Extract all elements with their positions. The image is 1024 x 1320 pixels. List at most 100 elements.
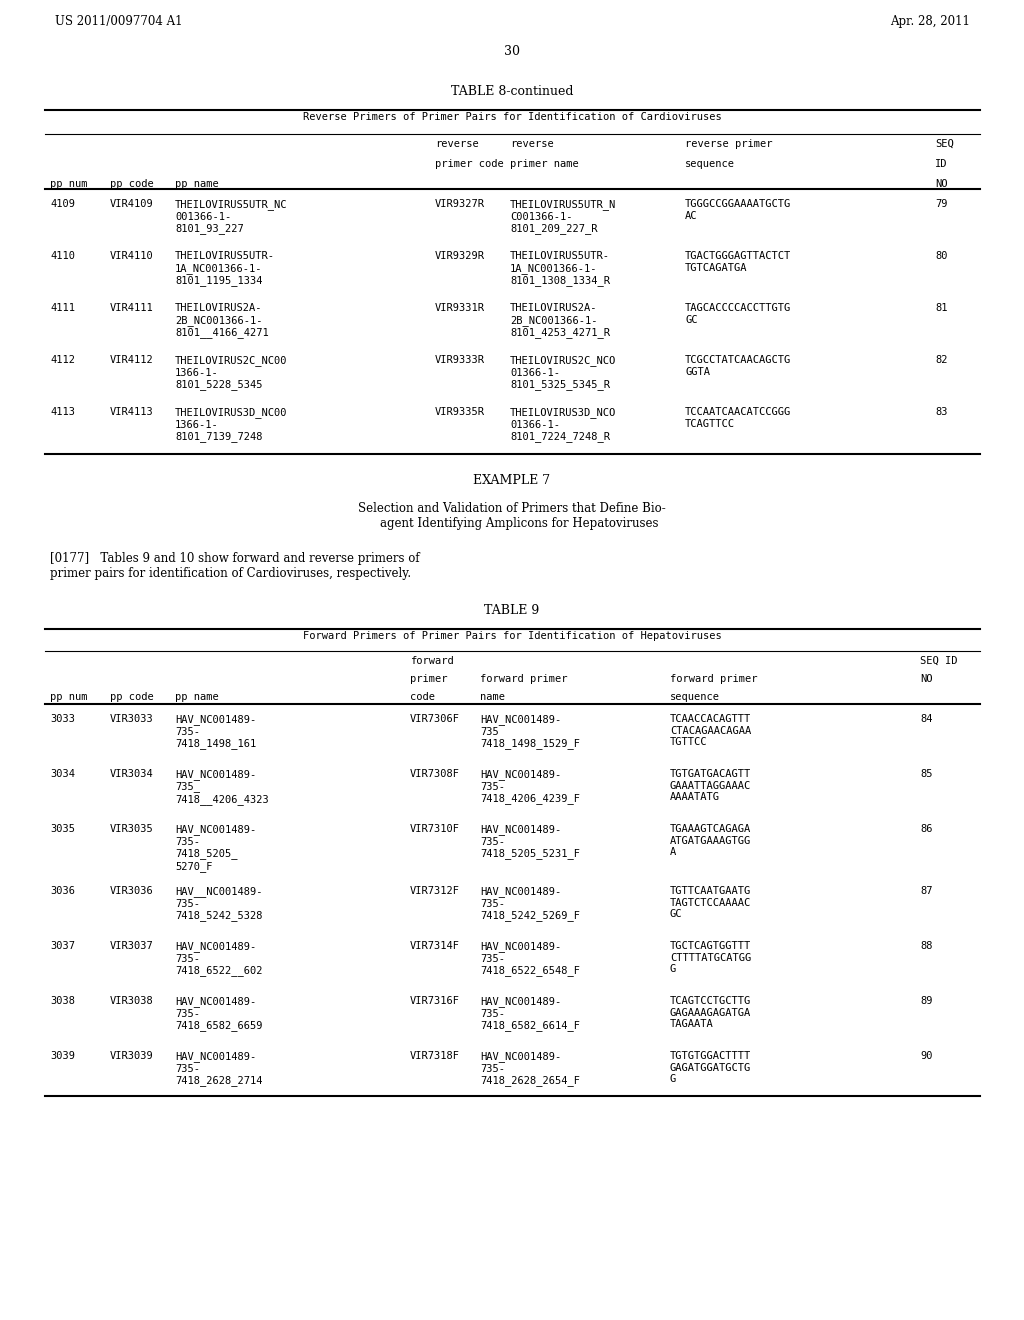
Text: TGGGCCGGAAAATGCTG
AC: TGGGCCGGAAAATGCTG AC xyxy=(685,199,792,220)
Text: pp code: pp code xyxy=(110,180,154,189)
Text: SEQ: SEQ xyxy=(935,139,953,149)
Text: TGACTGGGAGTTACTCT
TGTCAGATGA: TGACTGGGAGTTACTCT TGTCAGATGA xyxy=(685,251,792,273)
Text: VIR3039: VIR3039 xyxy=(110,1051,154,1061)
Text: VIR4110: VIR4110 xyxy=(110,251,154,261)
Text: EXAMPLE 7: EXAMPLE 7 xyxy=(473,474,551,487)
Text: TGAAAGTCAGAGA
ATGATGAAAGTGG
A: TGAAAGTCAGAGA ATGATGAAAGTGG A xyxy=(670,824,752,857)
Text: HAV_NC001489-
735_
7418__4206_4323: HAV_NC001489- 735_ 7418__4206_4323 xyxy=(175,770,268,805)
Text: TGTGATGACAGTT
GAAATTAGGAAAC
AAAATATG: TGTGATGACAGTT GAAATTAGGAAAC AAAATATG xyxy=(670,770,752,803)
Text: 85: 85 xyxy=(920,770,933,779)
Text: HAV_NC001489-
735-
7418_5205_
5270_F: HAV_NC001489- 735- 7418_5205_ 5270_F xyxy=(175,824,256,871)
Text: forward primer: forward primer xyxy=(480,675,567,684)
Text: TGTTCAATGAATG
TAGTCTCCAAAAC
GC: TGTTCAATGAATG TAGTCTCCAAAAC GC xyxy=(670,886,752,919)
Text: code: code xyxy=(410,692,435,702)
Text: HAV_NC001489-
735-
7418_5242_5269_F: HAV_NC001489- 735- 7418_5242_5269_F xyxy=(480,886,580,921)
Text: THEILOVIRUS3D_NCO
01366-1-
8101_7224_7248_R: THEILOVIRUS3D_NCO 01366-1- 8101_7224_724… xyxy=(510,407,616,442)
Text: VIR3033: VIR3033 xyxy=(110,714,154,723)
Text: THEILOVIRUS2A-
2B_NC001366-1-
8101_4253_4271_R: THEILOVIRUS2A- 2B_NC001366-1- 8101_4253_… xyxy=(510,304,610,338)
Text: primer: primer xyxy=(410,675,447,684)
Text: HAV_NC001489-
735-
7418_1498_161: HAV_NC001489- 735- 7418_1498_161 xyxy=(175,714,256,748)
Text: Forward Primers of Primer Pairs for Identification of Hepatoviruses: Forward Primers of Primer Pairs for Iden… xyxy=(303,631,721,642)
Text: HAV_NC001489-
735-
7418_5205_5231_F: HAV_NC001489- 735- 7418_5205_5231_F xyxy=(480,824,580,859)
Text: 4111: 4111 xyxy=(50,304,75,313)
Text: THEILOVIRUS2C_NCO
01366-1-
8101_5325_5345_R: THEILOVIRUS2C_NCO 01366-1- 8101_5325_534… xyxy=(510,355,616,389)
Text: NO: NO xyxy=(920,675,933,684)
Text: 3036: 3036 xyxy=(50,886,75,896)
Text: HAV__NC001489-
735-
7418_5242_5328: HAV__NC001489- 735- 7418_5242_5328 xyxy=(175,886,262,921)
Text: VIR3037: VIR3037 xyxy=(110,941,154,950)
Text: 83: 83 xyxy=(935,407,947,417)
Text: forward primer: forward primer xyxy=(670,675,758,684)
Text: TCAACCACAGTTT
CTACAGAACAGAA
TGTTCC: TCAACCACAGTTT CTACAGAACAGAA TGTTCC xyxy=(670,714,752,747)
Text: primer code: primer code xyxy=(435,158,504,169)
Text: VIR7318F: VIR7318F xyxy=(410,1051,460,1061)
Text: 82: 82 xyxy=(935,355,947,366)
Text: VIR3038: VIR3038 xyxy=(110,997,154,1006)
Text: reverse: reverse xyxy=(435,139,479,149)
Text: 87: 87 xyxy=(920,886,933,896)
Text: SEQ ID: SEQ ID xyxy=(920,656,957,667)
Text: 4112: 4112 xyxy=(50,355,75,366)
Text: HAV_NC001489-
735-
7418_6522__602: HAV_NC001489- 735- 7418_6522__602 xyxy=(175,941,262,975)
Text: 79: 79 xyxy=(935,199,947,209)
Text: TCGCCTATCAACAGCTG
GGTA: TCGCCTATCAACAGCTG GGTA xyxy=(685,355,792,376)
Text: VIR9327R: VIR9327R xyxy=(435,199,485,209)
Text: 86: 86 xyxy=(920,824,933,834)
Text: VIR9333R: VIR9333R xyxy=(435,355,485,366)
Text: 3039: 3039 xyxy=(50,1051,75,1061)
Text: reverse: reverse xyxy=(510,139,554,149)
Text: sequence: sequence xyxy=(685,158,735,169)
Text: VIR3035: VIR3035 xyxy=(110,824,154,834)
Text: HAV_NC001489-
735-
7418_2628_2714: HAV_NC001489- 735- 7418_2628_2714 xyxy=(175,1051,262,1086)
Text: 30: 30 xyxy=(504,45,520,58)
Text: US 2011/0097704 A1: US 2011/0097704 A1 xyxy=(55,15,182,28)
Text: pp name: pp name xyxy=(175,692,219,702)
Text: primer name: primer name xyxy=(510,158,579,169)
Text: pp name: pp name xyxy=(175,180,219,189)
Text: VIR7312F: VIR7312F xyxy=(410,886,460,896)
Text: VIR7314F: VIR7314F xyxy=(410,941,460,950)
Text: THEILOVIRUS5UTR-
1A_NC001366-1-
8101_1308_1334_R: THEILOVIRUS5UTR- 1A_NC001366-1- 8101_130… xyxy=(510,251,610,286)
Text: VIR7306F: VIR7306F xyxy=(410,714,460,723)
Text: HAV_NC001489-
735-
7418_6522_6548_F: HAV_NC001489- 735- 7418_6522_6548_F xyxy=(480,941,580,975)
Text: THEILOVIRUS2A-
2B_NC001366-1-
8101__4166_4271: THEILOVIRUS2A- 2B_NC001366-1- 8101__4166… xyxy=(175,304,268,338)
Text: 3035: 3035 xyxy=(50,824,75,834)
Text: VIR7310F: VIR7310F xyxy=(410,824,460,834)
Text: VIR7308F: VIR7308F xyxy=(410,770,460,779)
Text: TABLE 9: TABLE 9 xyxy=(484,605,540,616)
Text: 90: 90 xyxy=(920,1051,933,1061)
Text: 3033: 3033 xyxy=(50,714,75,723)
Text: VIR4112: VIR4112 xyxy=(110,355,154,366)
Text: Selection and Validation of Primers that Define Bio-
    agent Identifying Ampli: Selection and Validation of Primers that… xyxy=(358,502,666,531)
Text: HAV_NC001489-
735-
7418_6582_6659: HAV_NC001489- 735- 7418_6582_6659 xyxy=(175,997,262,1031)
Text: VIR3036: VIR3036 xyxy=(110,886,154,896)
Text: TGCTCAGTGGTTT
CTTTTATGCATGG
G: TGCTCAGTGGTTT CTTTTATGCATGG G xyxy=(670,941,752,974)
Text: pp code: pp code xyxy=(110,692,154,702)
Text: THEILOVIRUS3D_NC00
1366-1-
8101_7139_7248: THEILOVIRUS3D_NC00 1366-1- 8101_7139_724… xyxy=(175,407,288,442)
Text: reverse primer: reverse primer xyxy=(685,139,772,149)
Text: VIR9329R: VIR9329R xyxy=(435,251,485,261)
Text: HAV_NC001489-
735
7418_1498_1529_F: HAV_NC001489- 735 7418_1498_1529_F xyxy=(480,714,580,748)
Text: 3038: 3038 xyxy=(50,997,75,1006)
Text: THEILOVIRUS5UTR_N
C001366-1-
8101_209_227_R: THEILOVIRUS5UTR_N C001366-1- 8101_209_22… xyxy=(510,199,616,234)
Text: 89: 89 xyxy=(920,997,933,1006)
Text: sequence: sequence xyxy=(670,692,720,702)
Text: 80: 80 xyxy=(935,251,947,261)
Text: 81: 81 xyxy=(935,304,947,313)
Text: VIR9331R: VIR9331R xyxy=(435,304,485,313)
Text: Reverse Primers of Primer Pairs for Identification of Cardioviruses: Reverse Primers of Primer Pairs for Iden… xyxy=(303,112,721,121)
Text: NO: NO xyxy=(935,180,947,189)
Text: [0177]   Tables 9 and 10 show forward and reverse primers of
primer pairs for id: [0177] Tables 9 and 10 show forward and … xyxy=(50,552,420,579)
Text: ID: ID xyxy=(935,158,947,169)
Text: 3037: 3037 xyxy=(50,941,75,950)
Text: VIR4111: VIR4111 xyxy=(110,304,154,313)
Text: VIR4109: VIR4109 xyxy=(110,199,154,209)
Text: HAV_NC001489-
735-
7418_6582_6614_F: HAV_NC001489- 735- 7418_6582_6614_F xyxy=(480,997,580,1031)
Text: HAV_NC001489-
735-
7418_2628_2654_F: HAV_NC001489- 735- 7418_2628_2654_F xyxy=(480,1051,580,1086)
Text: TAGCACCCCACCTTGTG
GC: TAGCACCCCACCTTGTG GC xyxy=(685,304,792,325)
Text: VIR3034: VIR3034 xyxy=(110,770,154,779)
Text: pp num: pp num xyxy=(50,692,87,702)
Text: HAV_NC001489-
735-
7418_4206_4239_F: HAV_NC001489- 735- 7418_4206_4239_F xyxy=(480,770,580,804)
Text: name: name xyxy=(480,692,505,702)
Text: 84: 84 xyxy=(920,714,933,723)
